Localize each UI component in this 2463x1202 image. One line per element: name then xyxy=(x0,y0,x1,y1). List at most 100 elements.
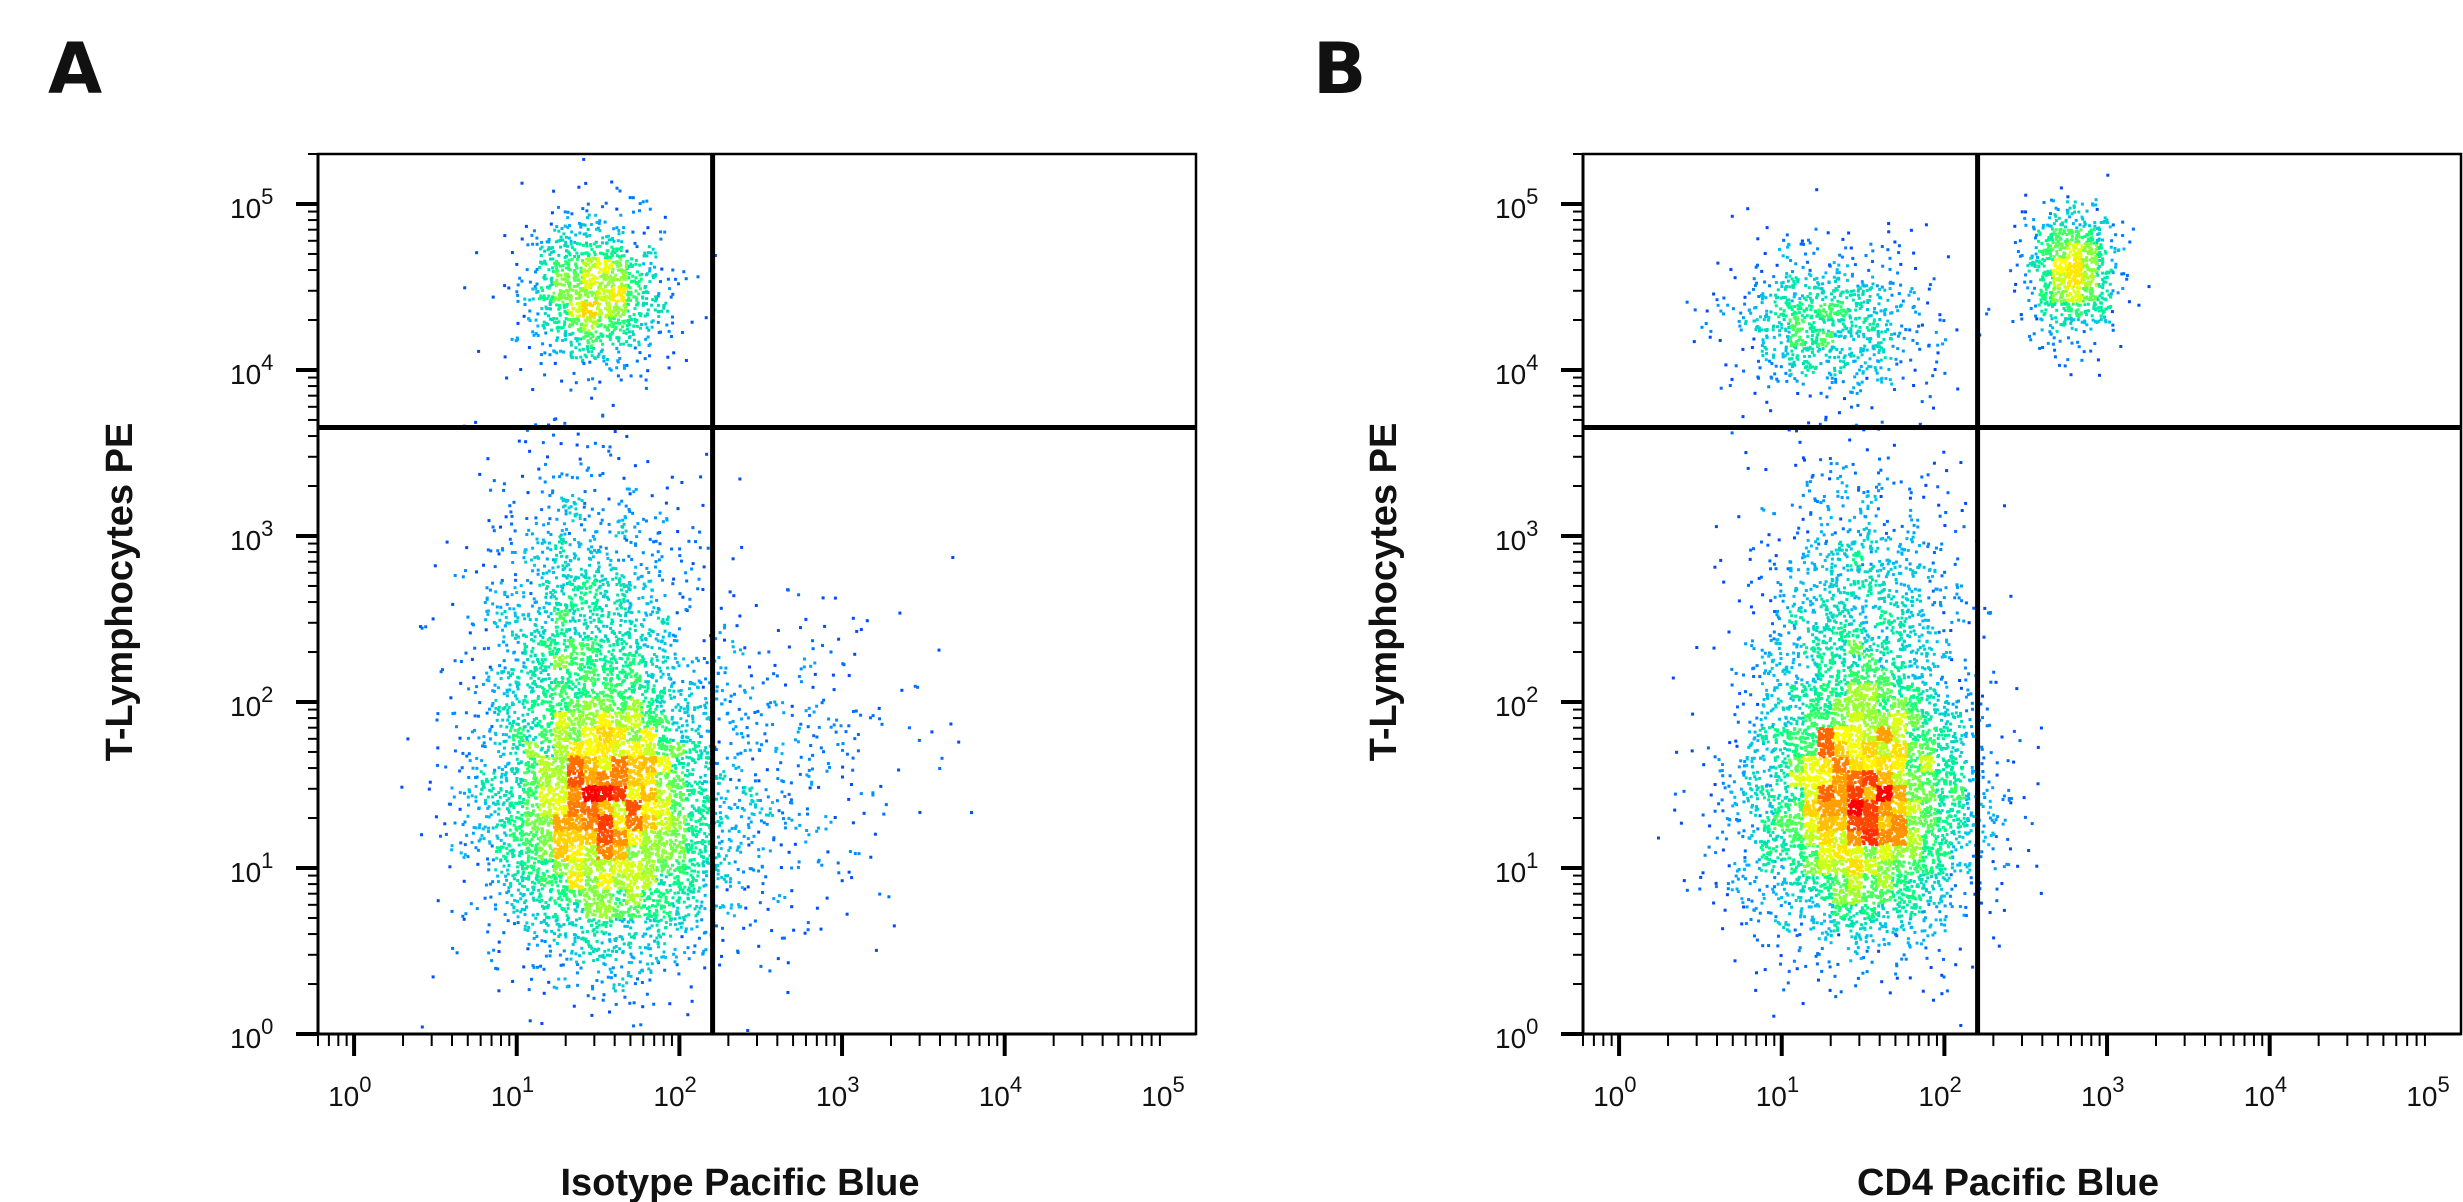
event-point xyxy=(535,934,539,938)
event-point xyxy=(638,202,642,205)
event-point xyxy=(527,854,531,858)
event-point xyxy=(525,921,529,925)
event-point xyxy=(461,751,465,755)
event-point xyxy=(715,863,718,867)
event-point xyxy=(549,888,552,892)
event-point xyxy=(668,688,671,692)
event-point xyxy=(550,721,554,725)
event-point xyxy=(654,719,658,722)
event-point xyxy=(588,694,592,698)
event-point xyxy=(644,661,648,664)
event-point xyxy=(608,319,612,323)
event-point xyxy=(618,614,622,617)
event-point xyxy=(565,235,568,239)
event-point xyxy=(659,237,663,241)
event-point xyxy=(551,588,555,592)
event-point xyxy=(536,541,540,545)
event-point xyxy=(753,779,757,783)
event-point xyxy=(497,705,501,709)
event-point xyxy=(504,739,508,743)
event-point xyxy=(809,744,813,747)
event-point xyxy=(540,658,544,662)
event-point xyxy=(406,737,410,741)
event-point xyxy=(796,730,800,734)
event-point xyxy=(639,659,643,663)
event-point xyxy=(539,260,543,264)
event-point xyxy=(540,734,544,738)
event-point xyxy=(489,882,492,886)
event-point xyxy=(526,671,530,675)
event-point xyxy=(599,521,603,525)
event-point xyxy=(569,343,573,347)
event-point xyxy=(615,909,619,913)
event-point xyxy=(627,914,631,917)
event-point xyxy=(467,687,471,691)
event-point xyxy=(523,297,527,301)
event-point xyxy=(595,692,599,696)
event-point xyxy=(721,938,725,942)
event-point xyxy=(482,682,485,686)
event-point xyxy=(531,913,535,917)
event-point xyxy=(580,910,584,914)
event-point xyxy=(597,970,600,974)
event-point xyxy=(581,936,585,940)
event-point xyxy=(598,550,602,554)
event-point xyxy=(569,332,573,336)
event-point xyxy=(543,665,547,669)
event-point xyxy=(664,747,668,751)
event-point xyxy=(799,626,802,630)
event-point xyxy=(540,625,544,629)
event-point xyxy=(737,845,741,849)
event-point xyxy=(686,1013,690,1017)
event-point xyxy=(498,795,502,799)
event-point xyxy=(670,715,674,719)
event-point xyxy=(675,758,679,762)
event-point xyxy=(566,677,570,681)
event-point xyxy=(812,734,816,738)
event-point xyxy=(527,707,531,711)
event-point xyxy=(504,615,508,619)
event-point xyxy=(548,353,552,357)
event-point xyxy=(554,263,558,267)
event-point xyxy=(748,665,751,669)
event-point xyxy=(703,796,706,800)
event-point xyxy=(572,611,576,615)
event-point xyxy=(574,672,577,676)
event-point xyxy=(493,810,497,814)
event-point xyxy=(637,653,641,657)
event-point xyxy=(693,708,697,711)
event-point xyxy=(561,623,565,627)
event-point xyxy=(534,735,538,739)
event-point xyxy=(529,789,533,793)
event-point xyxy=(703,966,707,970)
event-point xyxy=(625,327,629,331)
event-point xyxy=(693,907,697,911)
event-point xyxy=(515,682,519,686)
event-point xyxy=(629,262,633,266)
event-point xyxy=(705,701,709,705)
event-point xyxy=(810,780,814,784)
event-point xyxy=(578,954,582,958)
event-point xyxy=(468,790,472,794)
event-point xyxy=(524,811,528,815)
event-point xyxy=(678,810,682,814)
event-point xyxy=(578,642,582,646)
event-point xyxy=(691,896,695,899)
event-point xyxy=(515,838,519,842)
event-point xyxy=(570,641,574,645)
event-point xyxy=(573,240,577,244)
event-point xyxy=(587,378,590,382)
event-point xyxy=(488,588,492,592)
event-point xyxy=(664,501,668,505)
event-point xyxy=(714,797,718,801)
event-point xyxy=(583,528,587,532)
event-point xyxy=(508,504,512,508)
event-point xyxy=(691,880,694,884)
event-point xyxy=(717,852,721,856)
event-point xyxy=(612,239,616,243)
event-point xyxy=(474,784,478,788)
event-point xyxy=(522,705,526,709)
event-point xyxy=(687,897,690,901)
event-point xyxy=(475,685,479,689)
event-point xyxy=(571,605,575,609)
